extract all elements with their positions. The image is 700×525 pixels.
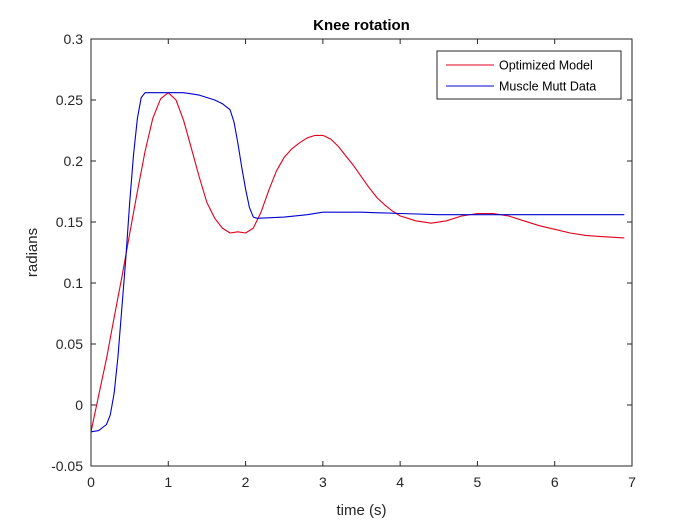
- y-tick-label: -0.05: [51, 458, 83, 474]
- y-axis-label: radians: [24, 228, 41, 277]
- legend-label-optimized-model: Optimized Model: [499, 59, 593, 73]
- y-tick-label: 0.25: [56, 92, 83, 108]
- x-tick-label: 6: [551, 474, 559, 490]
- y-tick-label: 0: [75, 397, 83, 413]
- x-tick-label: 4: [396, 474, 404, 490]
- series-line-muscle-mutt-data: [90, 92, 625, 433]
- y-tick-label: 0.2: [64, 153, 84, 169]
- series-line-optimized-model: [90, 92, 625, 432]
- series-layer: [90, 92, 625, 433]
- x-tick-label: 1: [164, 474, 172, 490]
- x-tick-label: 5: [474, 474, 482, 490]
- legend-label-muscle-mutt-data: Muscle Mutt Data: [499, 80, 596, 94]
- plot-area: [91, 39, 632, 466]
- x-tick-label: 2: [242, 474, 250, 490]
- y-tick-label: 0.05: [56, 336, 83, 352]
- x-axis-label: time (s): [337, 502, 387, 519]
- chart-title: Knee rotation: [313, 17, 410, 34]
- plot-frame: [90, 38, 633, 467]
- y-tick-label: 0.3: [64, 31, 84, 47]
- x-tick-label: 0: [87, 474, 95, 490]
- legend: Optimized Model Muscle Mutt Data: [436, 50, 622, 100]
- x-tick-label: 3: [319, 474, 327, 490]
- legend-box: [436, 50, 622, 100]
- y-tick-label: 0.15: [56, 214, 83, 230]
- x-tick-label: 7: [628, 474, 636, 490]
- y-tick-label: 0.1: [64, 275, 84, 291]
